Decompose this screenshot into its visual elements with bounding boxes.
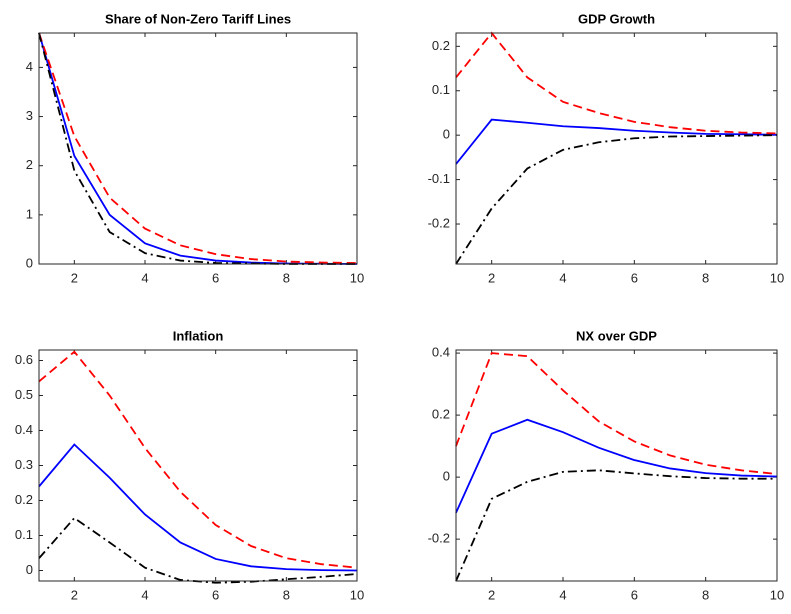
series-line: [38, 350, 358, 569]
x-tick-label: 8: [702, 587, 709, 602]
y-tick-label: 0.2: [432, 407, 450, 422]
plot-area: [39, 350, 357, 581]
chart-title: Share of Non-Zero Tariff Lines: [105, 11, 291, 26]
chart-title: GDP Growth: [578, 11, 655, 26]
x-tick-label: 8: [702, 270, 709, 285]
y-tick-label: 0.1: [432, 82, 450, 97]
x-tick-label: 6: [631, 270, 638, 285]
subplot: Inflation 2 4 6 8 10 0 0.1 0.2 0.3 0.4 0.5 0.6: [15, 328, 364, 602]
chart-title: NX over GDP: [576, 328, 657, 343]
series-line: [455, 118, 778, 165]
y-tick-label: 0: [26, 562, 33, 577]
series-line: [455, 352, 778, 475]
subplot: NX over GDP 2 4 6 8 10 -0.2 0 0.2 0.4: [428, 328, 785, 602]
y-tick-label: -0.2: [428, 531, 450, 546]
x-tick-label: 10: [770, 270, 784, 285]
x-tick-label: 4: [141, 587, 148, 602]
y-tick-label: -0.1: [428, 171, 450, 186]
y-tick-label: 0.2: [15, 492, 33, 507]
x-tick-label: 2: [71, 587, 78, 602]
series-line: [38, 32, 358, 264]
x-tick-label: 4: [559, 587, 566, 602]
axes-frame: [455, 32, 778, 265]
y-tick-label: 0: [443, 469, 450, 484]
plot-area: [39, 33, 357, 264]
x-tick-label: 8: [283, 270, 290, 285]
x-tick-label: 10: [350, 270, 364, 285]
chart-title: Inflation: [173, 328, 224, 343]
y-tick-label: 3: [26, 108, 33, 123]
x-tick-label: 10: [350, 587, 364, 602]
x-tick-label: 10: [770, 587, 784, 602]
series-line: [455, 418, 778, 514]
x-tick-label: 6: [212, 587, 219, 602]
subplot: Share of Non-Zero Tariff Lines 2 4 6 8 10 0 1 2 3…: [26, 11, 364, 285]
series-line: [455, 469, 777, 582]
y-tick-label: 0.2: [432, 38, 450, 53]
axes-frame: [38, 349, 358, 582]
x-tick-label: 8: [283, 587, 290, 602]
y-tick-label: 0.6: [15, 352, 33, 367]
x-tick-label: 4: [141, 270, 148, 285]
series-line: [455, 31, 778, 135]
x-tick-label: 2: [488, 587, 495, 602]
axes-frame: [455, 349, 778, 582]
series-line: [38, 443, 358, 572]
y-tick-label: 0.4: [432, 345, 450, 360]
y-tick-label: 4: [26, 59, 33, 74]
y-tick-label: 1: [26, 206, 33, 221]
x-tick-label: 6: [631, 587, 638, 602]
x-tick-label: 4: [559, 270, 566, 285]
axes-frame: [38, 32, 358, 265]
subplot: GDP Growth 2 4 6 8 10 -0.2 -0.1 0 0.1 0.2: [428, 11, 785, 285]
y-tick-label: 0.1: [15, 527, 33, 542]
y-tick-label: 0: [443, 127, 450, 142]
y-tick-label: -0.2: [428, 215, 450, 230]
x-tick-label: 2: [71, 270, 78, 285]
plot-area: [456, 33, 777, 264]
plot-area: [456, 350, 777, 581]
x-tick-label: 2: [488, 270, 495, 285]
y-tick-label: 2: [26, 157, 33, 172]
y-tick-label: 0.4: [15, 422, 33, 437]
y-tick-label: 0: [26, 255, 33, 270]
y-tick-label: 0.3: [15, 457, 33, 472]
y-tick-label: 0.5: [15, 387, 33, 402]
x-tick-label: 6: [212, 270, 219, 285]
series-line: [455, 134, 778, 265]
